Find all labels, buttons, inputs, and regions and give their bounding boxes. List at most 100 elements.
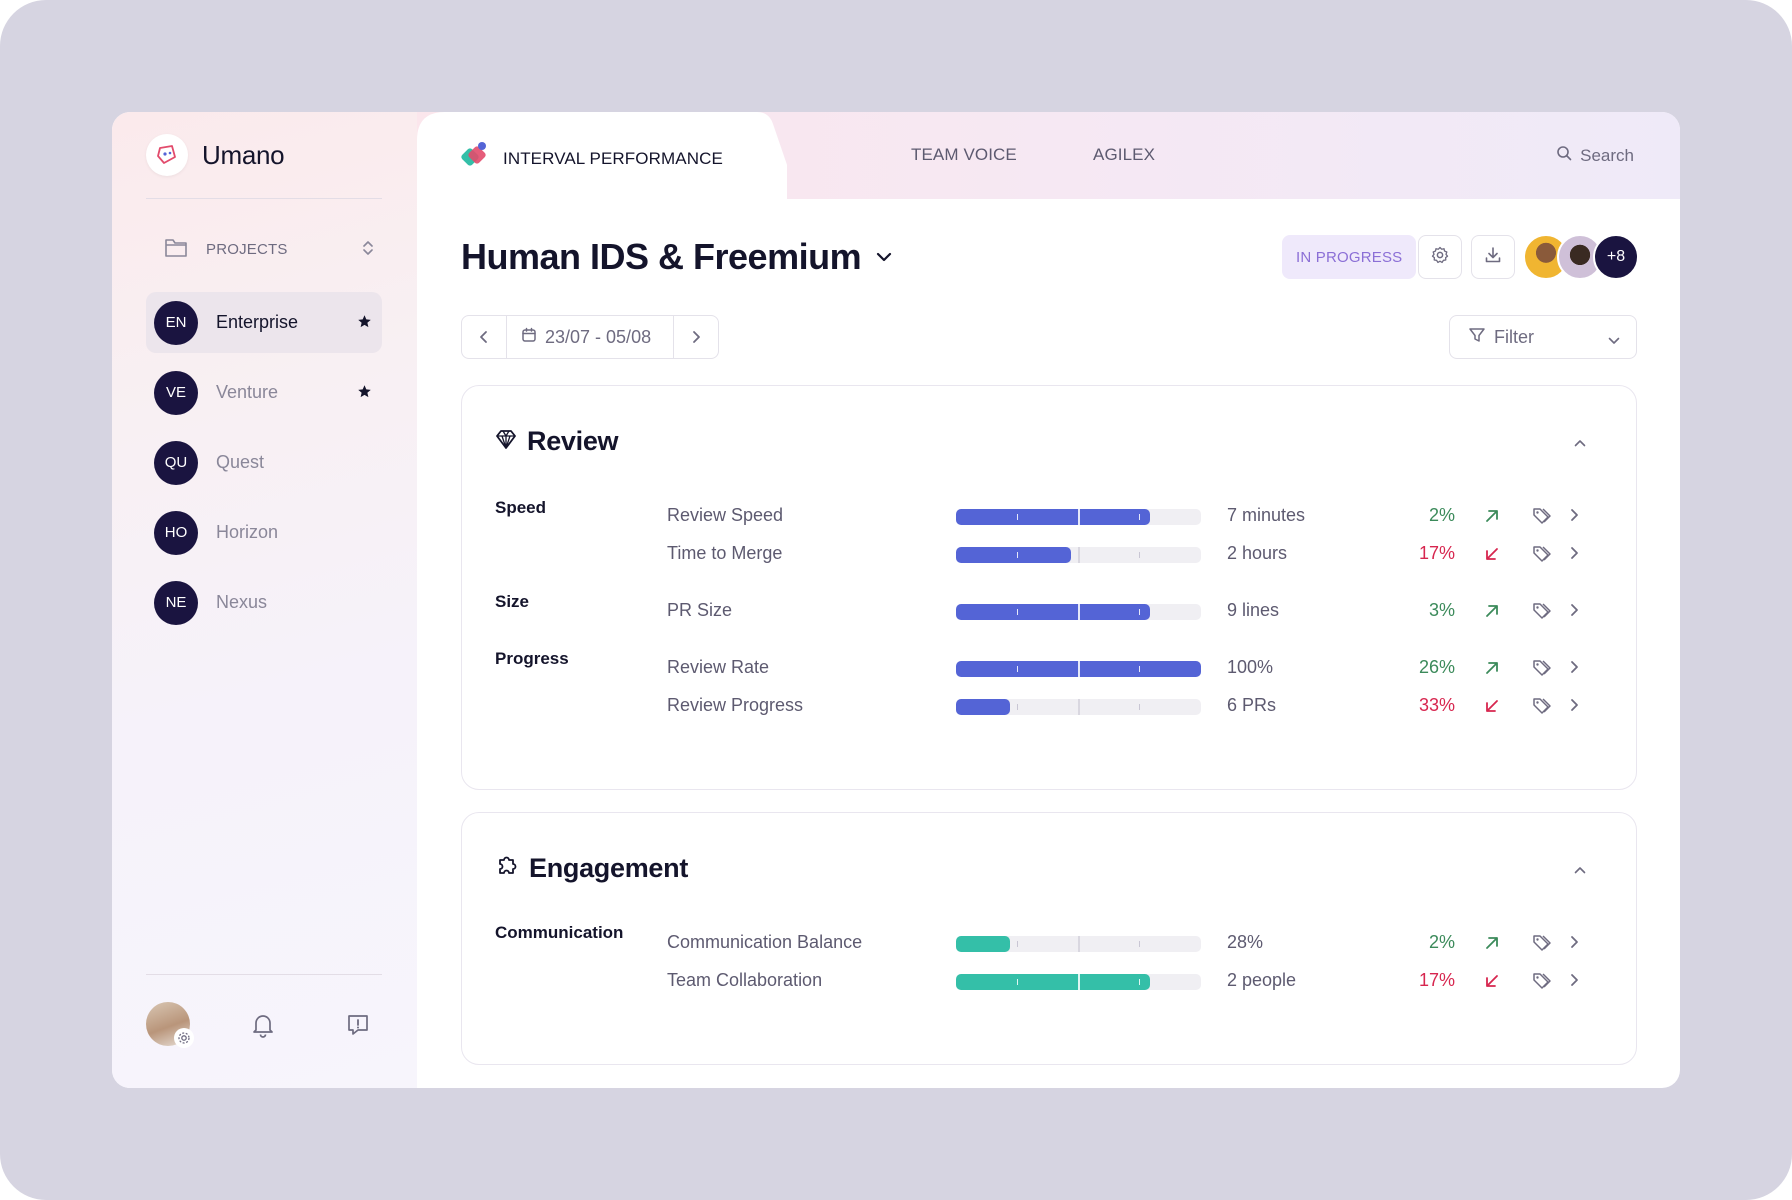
tag-icon[interactable]	[1532, 696, 1552, 721]
metric-name: Review Rate	[667, 657, 770, 677]
engagement-section-card: Engagement Communication Communication Bal…	[461, 812, 1637, 1065]
metric-progress-bar	[956, 974, 1201, 990]
next-period-button[interactable]	[674, 316, 718, 358]
metric-value: 9 lines	[1227, 600, 1280, 620]
more-members-badge[interactable]: +8	[1593, 234, 1639, 280]
section-title: Engagement	[529, 853, 689, 883]
brand[interactable]: Umano	[146, 134, 285, 176]
chevron-down-icon[interactable]	[875, 250, 893, 268]
sidebar-item-label: Nexus	[216, 592, 268, 612]
project-initials-badge: QU	[154, 440, 198, 485]
metric-row[interactable]: PR Size 9 lines 3%	[462, 596, 1638, 626]
tag-icon[interactable]	[1532, 658, 1552, 683]
bar-tick	[1017, 666, 1018, 672]
sidebar-item-horizon[interactable]: HO Horizon	[146, 502, 382, 563]
date-range-field[interactable]: 23/07 - 05/08	[506, 316, 674, 358]
metric-progress-fill	[956, 974, 1150, 990]
app-window: Umano PROJECTS EN Enterprise VE Venture QU Qu…	[112, 112, 1680, 1088]
sidebar-item-enterprise[interactable]: EN Enterprise	[146, 292, 382, 353]
metric-row[interactable]: Review Progress 6 PRs 33%	[462, 691, 1638, 721]
project-initials-badge: VE	[154, 370, 198, 415]
feedback-icon[interactable]	[345, 1012, 371, 1043]
bar-tick	[1017, 609, 1018, 615]
chevron-right-icon[interactable]	[1569, 698, 1579, 717]
bar-tick	[1017, 514, 1018, 520]
tab-agilex[interactable]: AGILEX	[1093, 145, 1156, 164]
diamond-icon	[495, 428, 517, 455]
tag-icon[interactable]	[1532, 544, 1552, 569]
chevron-right-icon[interactable]	[1569, 973, 1579, 992]
metric-row[interactable]: Review Speed 7 minutes 2%	[462, 501, 1638, 531]
metric-group-label: Communication	[495, 923, 624, 942]
star-icon[interactable]	[357, 384, 372, 404]
umano-logo-icon	[146, 134, 188, 176]
sidebar-item-label: Quest	[216, 452, 265, 472]
status-badge: IN PROGRESS	[1282, 235, 1417, 279]
metric-name: Team Collaboration	[667, 970, 823, 990]
metric-row[interactable]: Communication Balance 28% 2%	[462, 928, 1638, 958]
tab-team-voice[interactable]: TEAM VOICE	[911, 145, 1017, 164]
filter-dropdown[interactable]: Filter	[1449, 315, 1637, 359]
bar-tick	[1078, 547, 1080, 563]
filter-label: Filter	[1494, 326, 1534, 347]
search-icon	[1556, 145, 1572, 166]
metric-row[interactable]: Team Collaboration 2 people 17%	[462, 966, 1638, 996]
metric-row[interactable]: Time to Merge 2 hours 17%	[462, 539, 1638, 569]
sidebar-footer	[146, 1000, 382, 1050]
bar-tick	[1078, 974, 1080, 990]
sidebar-item-label: Venture	[216, 382, 279, 402]
metric-progress-fill	[956, 509, 1150, 525]
sidebar-item-nexus[interactable]: NE Nexus	[146, 572, 382, 633]
metric-value: 100%	[1227, 657, 1274, 677]
tab-interval-performance[interactable]: INTERVAL PERFORMANCE	[417, 112, 787, 200]
metric-progress-fill	[956, 699, 1010, 715]
sidebar-item-label: Horizon	[216, 522, 279, 542]
star-icon[interactable]	[357, 314, 372, 334]
gear-icon	[1431, 246, 1449, 269]
interval-performance-logo-icon	[459, 140, 491, 177]
download-button[interactable]	[1471, 235, 1515, 279]
metric-progress-fill	[956, 604, 1150, 620]
chevron-right-icon[interactable]	[1569, 603, 1579, 622]
chevron-right-icon[interactable]	[1569, 660, 1579, 679]
chevron-right-icon[interactable]	[1569, 508, 1579, 527]
section-header: Engagement	[495, 853, 688, 884]
page-title-row[interactable]: Human IDS & Freemium	[461, 236, 893, 278]
user-settings-icon[interactable]	[174, 1028, 194, 1048]
bar-tick	[1017, 941, 1018, 947]
projects-selector[interactable]: PROJECTS	[164, 234, 374, 264]
sidebar-item-quest[interactable]: QU Quest	[146, 432, 382, 493]
sort-toggle-icon[interactable]	[362, 239, 374, 262]
metric-row[interactable]: Review Rate 100% 26%	[462, 653, 1638, 683]
bar-tick	[1017, 704, 1018, 710]
tag-icon[interactable]	[1532, 601, 1552, 626]
puzzle-icon	[495, 854, 519, 883]
tag-icon[interactable]	[1532, 506, 1552, 531]
bell-icon[interactable]	[250, 1012, 276, 1043]
chevron-right-icon[interactable]	[1569, 546, 1579, 565]
sidebar-item-venture[interactable]: VE Venture	[146, 362, 382, 423]
team-avatars[interactable]: +8	[1523, 234, 1643, 280]
download-icon	[1484, 246, 1502, 269]
collapse-section-button[interactable]	[1574, 434, 1586, 452]
tag-icon[interactable]	[1532, 971, 1552, 996]
search-button[interactable]: Search	[1556, 145, 1634, 166]
metric-progress-fill	[956, 547, 1071, 563]
metric-delta: 2%	[1428, 932, 1455, 952]
previous-period-button[interactable]	[462, 316, 506, 358]
bar-tick	[1078, 699, 1080, 715]
collapse-section-button[interactable]	[1574, 861, 1586, 879]
metric-name: Time to Merge	[667, 543, 783, 563]
bar-tick	[1139, 704, 1140, 710]
metric-progress-bar	[956, 936, 1201, 952]
settings-button[interactable]	[1418, 235, 1462, 279]
metric-delta: 26%	[1418, 657, 1455, 677]
sidebar-bottom-divider	[146, 974, 382, 975]
tag-icon[interactable]	[1532, 933, 1552, 958]
bar-tick	[1078, 661, 1080, 677]
metric-progress-bar	[956, 509, 1201, 525]
chevron-right-icon[interactable]	[1569, 935, 1579, 954]
section-title: Review	[527, 426, 619, 456]
brand-name: Umano	[202, 139, 285, 170]
